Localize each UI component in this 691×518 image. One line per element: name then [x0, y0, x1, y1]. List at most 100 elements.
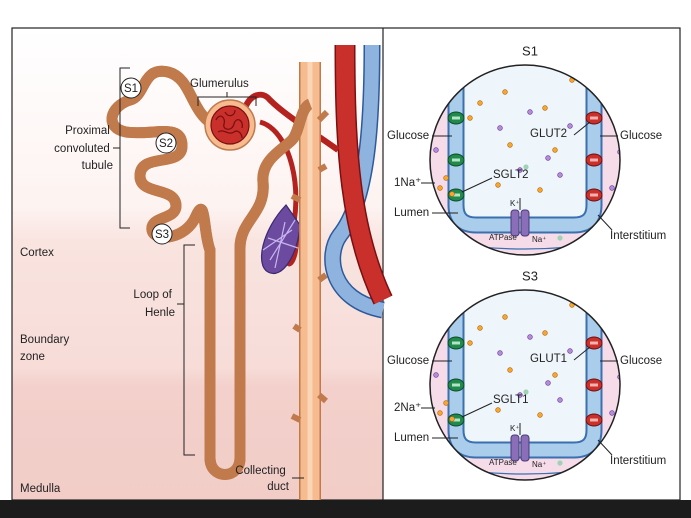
sglt-channel: [452, 383, 460, 387]
segment-label: S2: [159, 138, 173, 150]
glut-channel: [590, 158, 598, 162]
vein: [325, 44, 385, 317]
sodium-dot: [433, 147, 439, 153]
apical-transporter-label: SGLT1: [493, 394, 529, 406]
sodium-dot: [557, 397, 563, 403]
cortex-label: Cortex: [20, 247, 54, 259]
label-line: duct: [267, 481, 290, 493]
glucose-dot: [507, 142, 513, 148]
interstitium-label: Interstitium: [610, 455, 666, 467]
leader: [597, 214, 613, 231]
glut-channel: [590, 341, 598, 345]
bottom-bar: [0, 500, 691, 518]
k-dot: [523, 164, 529, 170]
na-k-atpase: [510, 434, 520, 462]
glucose-dot: [542, 105, 548, 111]
glut-channel: [590, 116, 598, 120]
sglt-channel: [452, 158, 460, 162]
medulla-label: Medulla: [20, 483, 61, 495]
glucose-dot: [437, 410, 443, 416]
potassium-label: K⁺: [510, 424, 520, 433]
panel-circle: [429, 289, 621, 481]
label-line: convoluted: [54, 143, 110, 155]
glucose-dot: [467, 340, 473, 346]
duct-branches: [290, 109, 330, 423]
glucose-lumen-label: Glucose: [387, 130, 429, 142]
segment-circle: [120, 77, 142, 99]
na-k-atpase: [510, 209, 520, 237]
sodium-dot: [567, 348, 573, 354]
glucose-lumen-label: Glucose: [387, 355, 429, 367]
glucose-dot: [502, 314, 508, 320]
glucose-dot: [467, 115, 473, 121]
glucose-dot: [537, 412, 543, 418]
glucose-interstitium-label: Glucose: [620, 355, 662, 367]
glucose-dot: [443, 400, 449, 406]
glucose-dot: [552, 372, 558, 378]
glucose-dot: [495, 182, 501, 188]
sodium-dot: [517, 167, 523, 173]
cell-panels: S1 Glucose GLUT2 Glucose 1Na⁺ SGLT2 Lumen K⁺ ATP…: [387, 43, 666, 481]
glomerulus-label: Glumerulus: [190, 78, 249, 90]
cell-panel: S1 Glucose GLUT2 Glucose 1Na⁺ SGLT2 Lumen K⁺ ATP…: [387, 43, 666, 256]
label-line: Proximal: [65, 125, 110, 137]
label-line: Loop of: [133, 289, 172, 301]
panel-title: S3: [522, 268, 538, 283]
panel-title: S1: [522, 43, 538, 58]
glucose-dot: [552, 147, 558, 153]
sodium-dot: [517, 392, 523, 398]
leader: [597, 439, 613, 456]
glucose-dot: [449, 191, 455, 197]
sodium-dot: [497, 125, 503, 131]
basal-transporter-label: GLUT2: [530, 128, 567, 140]
sodium-dot: [433, 372, 439, 378]
sglt-channel: [452, 341, 460, 345]
label-line: tubule: [82, 160, 113, 172]
pump-sodium-label: Na⁺: [532, 460, 546, 469]
sodium-label: 2Na⁺: [394, 402, 421, 414]
lumen-label: Lumen: [394, 432, 429, 444]
sodium-label: 1Na⁺: [394, 177, 421, 189]
glucose-dot: [495, 407, 501, 413]
segment-label: S1: [124, 83, 138, 95]
leader: [573, 121, 591, 136]
na-dot: [557, 460, 563, 466]
pump-label: ATPase: [489, 233, 517, 242]
sodium-dot: [609, 185, 615, 191]
sodium-dot: [557, 172, 563, 178]
na-dot: [557, 235, 563, 241]
sodium-dot: [609, 410, 615, 416]
leader: [461, 402, 493, 418]
lumen-space: [463, 290, 587, 450]
sodium-dot: [545, 155, 551, 161]
pump-label: ATPase: [489, 458, 517, 467]
sodium-dot: [545, 380, 551, 386]
panel-content: [430, 65, 620, 255]
apical-transporter-label: SGLT2: [493, 169, 529, 181]
boundary-label: Boundary zone: [20, 334, 72, 363]
glut-channel: [590, 418, 598, 422]
label-line: Henle: [145, 307, 175, 319]
label-line: Boundary: [20, 334, 69, 346]
segment-label: S3: [155, 229, 169, 241]
glucose-dot: [542, 330, 548, 336]
sodium-dot: [527, 109, 533, 115]
interstitium-label: Interstitium: [610, 230, 666, 242]
glucose-dot: [537, 187, 543, 193]
k-dot: [523, 389, 529, 395]
sglt-channel: [452, 116, 460, 120]
panel-circle: [429, 64, 621, 256]
segment-markers: S1 S2 S3: [120, 77, 177, 245]
glomerulus-bracket: [197, 92, 257, 106]
glucose-dot: [477, 325, 483, 331]
proximal-bracket: [113, 67, 130, 229]
lumen-label: Lumen: [394, 207, 429, 219]
glucose-dot: [477, 100, 483, 106]
lumen-space: [463, 65, 587, 225]
glut-channel: [590, 193, 598, 197]
leader: [573, 346, 591, 361]
glomerulus: [210, 105, 250, 145]
glucose-dot: [449, 416, 455, 422]
loop-label: Loop of Henle: [133, 289, 175, 319]
